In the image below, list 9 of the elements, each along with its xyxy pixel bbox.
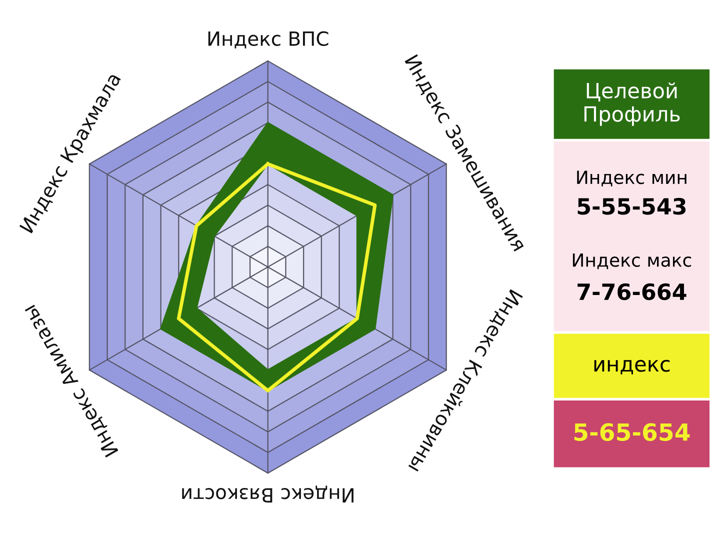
spoke-label: Индекс Вязкости (182, 486, 354, 502)
text: индекс (594, 360, 670, 374)
text: Индекс макс (572, 253, 692, 270)
spoke-label: Индекс ВПС (208, 31, 328, 48)
text: Целевой Профиль (584, 82, 680, 126)
text: 5-55-543 (578, 198, 686, 215)
text: 5-65-654 (574, 423, 690, 441)
text: 7-76-664 (578, 283, 686, 300)
text: Индекс мин (577, 170, 686, 186)
